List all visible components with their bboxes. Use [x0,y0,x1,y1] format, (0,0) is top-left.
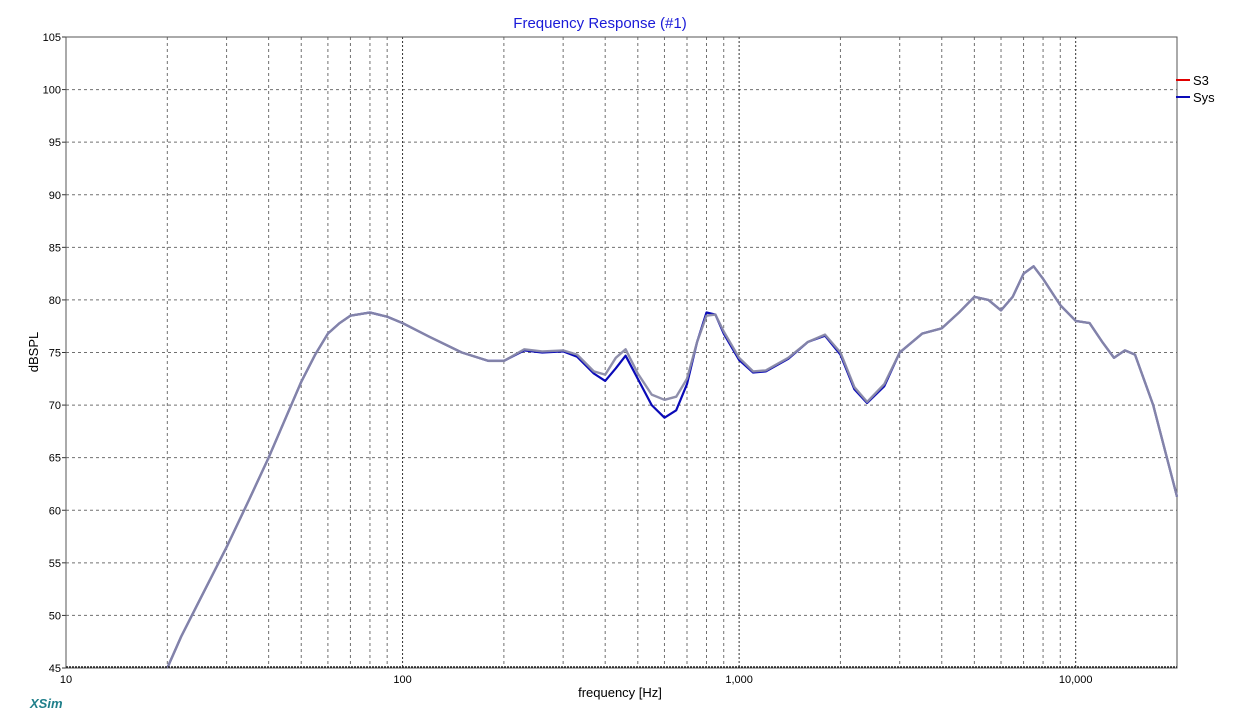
series-layer [66,265,1179,669]
x-axis-label: frequency [Hz] [578,685,662,700]
y-tick-label: 55 [49,558,61,570]
y-tick-label: 90 [49,190,61,202]
chart-title: Frequency Response (#1) [513,15,686,32]
y-tick-label: 80 [49,295,61,307]
xsim-logo-text: XSim [29,696,63,711]
legend-label: S3 [1193,73,1209,88]
y-tick-label: 100 [43,85,61,97]
y-tick-label: 60 [49,505,61,517]
y-axis-label: dBSPL [26,332,41,372]
legend-item-sys[interactable]: Sys [1176,90,1215,105]
x-tick-label: 100 [393,674,411,686]
y-tick-label: 105 [43,32,61,44]
plot-frame [65,36,1178,669]
y-tick-label: 85 [49,242,61,254]
y-tick-label: 50 [49,610,61,622]
x-tick-label: 10,000 [1059,674,1093,686]
series-line-s3 [166,265,1179,669]
x-tick-label: 1,000 [725,674,753,686]
y-tick-label: 45 [49,663,61,675]
y-tick-label: 70 [49,400,61,412]
x-tick-labels: 10 100 1,000 10,000 [60,674,1093,686]
legend-item-s3[interactable]: S3 [1176,73,1209,88]
legend-label: Sys [1193,90,1215,105]
y-tick-label: 95 [49,137,61,149]
legend[interactable]: S3 Sys [1176,73,1215,105]
x-tick-label: 10 [60,674,72,686]
y-tick-label: 65 [49,453,61,465]
y-tick-labels: 45 50 55 60 65 70 75 80 85 90 95 100 105 [43,32,61,675]
y-tick-label: 75 [49,348,61,360]
